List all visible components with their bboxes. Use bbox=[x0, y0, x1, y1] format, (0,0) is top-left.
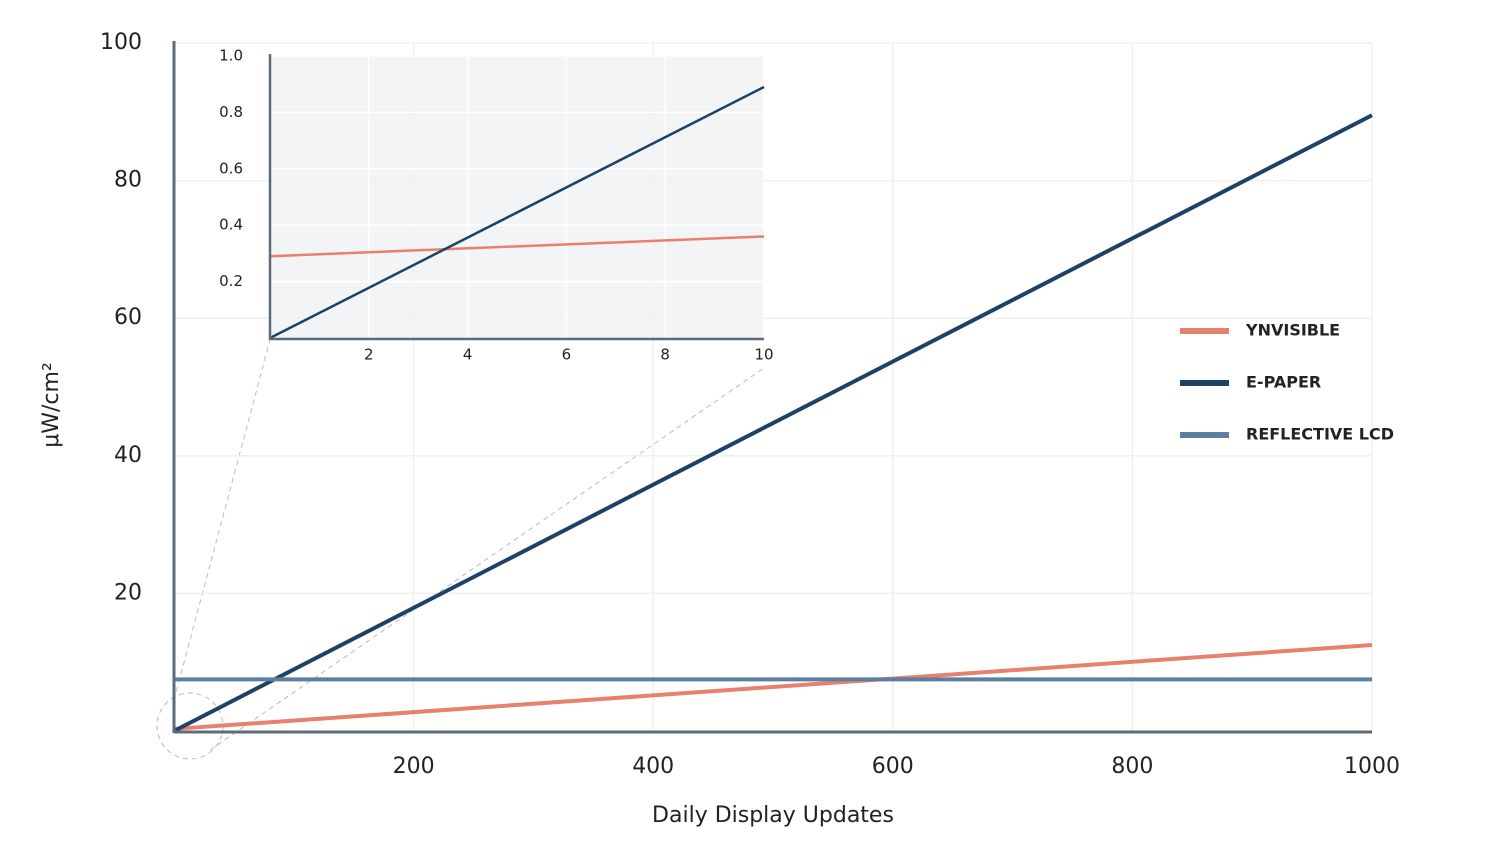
series-line bbox=[269, 85, 765, 340]
series-line bbox=[173, 113, 1373, 733]
x-axis-label: Daily Display Updates bbox=[652, 803, 894, 828]
y-tick-label: 60 bbox=[114, 305, 142, 330]
x-tick-label: 2 bbox=[364, 346, 374, 364]
y-tick-label: 80 bbox=[114, 168, 142, 193]
series-line bbox=[269, 235, 765, 258]
y-tick-label: 100 bbox=[100, 30, 142, 55]
legend-label: YNVISIBLE bbox=[1245, 321, 1340, 340]
y-tick-label: 0.6 bbox=[219, 159, 243, 177]
inset-chart: 0.2 0.4 0.6 0.8 1.0 2 4 6 8 10 bbox=[219, 47, 773, 364]
x-tick-label: 4 bbox=[463, 346, 473, 364]
inset-background bbox=[270, 56, 764, 340]
y-tick-label: 0.2 bbox=[219, 272, 243, 290]
x-tick-label: 400 bbox=[632, 754, 674, 779]
x-tick-label: 200 bbox=[393, 754, 435, 779]
main-chart: 20 40 60 80 100 200 400 600 800 1000 YNVISIBLE E-PA… bbox=[100, 30, 1400, 779]
x-tick-label: 800 bbox=[1111, 754, 1153, 779]
series-line bbox=[173, 643, 1373, 731]
legend-label: E-PAPER bbox=[1246, 373, 1321, 392]
y-axis-label: μW/cm² bbox=[39, 362, 64, 448]
y-tick-label: 0.4 bbox=[219, 216, 243, 234]
x-tick-label: 8 bbox=[660, 346, 670, 364]
y-tick-label: 1.0 bbox=[219, 47, 243, 65]
y-tick-label: 0.8 bbox=[219, 103, 243, 121]
zoom-indicator bbox=[156, 339, 765, 760]
x-tick-label: 6 bbox=[562, 346, 572, 364]
legend-label: REFLECTIVE LCD bbox=[1246, 425, 1394, 444]
y-tick-label: 40 bbox=[114, 443, 142, 468]
x-tick-label: 10 bbox=[754, 346, 773, 364]
x-tick-label: 600 bbox=[872, 754, 914, 779]
x-tick-label: 1000 bbox=[1344, 754, 1400, 779]
y-tick-label: 20 bbox=[114, 580, 142, 605]
